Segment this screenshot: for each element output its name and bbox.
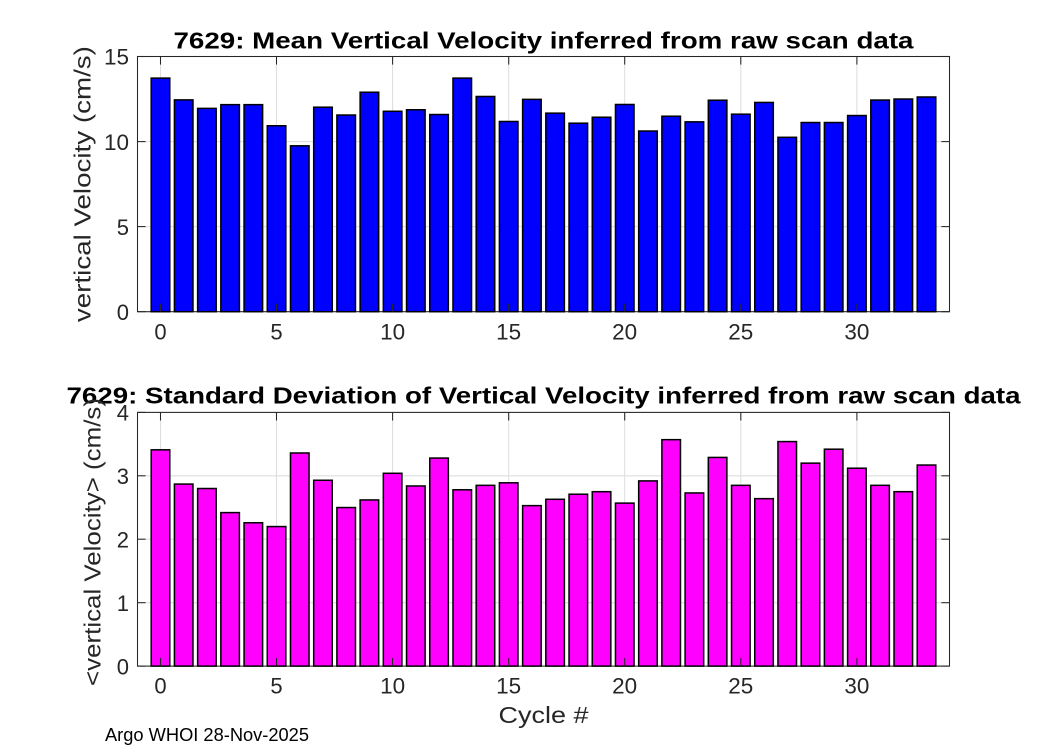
svg-text:0: 0 — [117, 300, 129, 325]
svg-text:Argo WHOI 28-Nov-2025: Argo WHOI 28-Nov-2025 — [105, 725, 309, 745]
svg-text:Cycle #: Cycle # — [499, 702, 589, 728]
svg-text:20: 20 — [612, 674, 637, 699]
svg-text:5: 5 — [270, 320, 282, 345]
svg-text:15: 15 — [496, 674, 521, 699]
svg-text:5: 5 — [270, 674, 282, 699]
svg-text:4: 4 — [117, 401, 129, 426]
svg-text:2: 2 — [117, 528, 129, 553]
svg-text:10: 10 — [380, 674, 405, 699]
svg-text:0: 0 — [154, 320, 166, 345]
svg-text:10: 10 — [104, 130, 129, 155]
svg-text:0: 0 — [117, 654, 129, 679]
svg-text:5: 5 — [117, 215, 129, 240]
svg-text:25: 25 — [728, 320, 753, 345]
svg-text:25: 25 — [728, 674, 753, 699]
svg-text:1: 1 — [117, 591, 129, 616]
svg-text:20: 20 — [612, 320, 637, 345]
svg-text:3: 3 — [117, 464, 129, 489]
svg-text:<vertical Velocity> (cm/s): <vertical Velocity> (cm/s) — [80, 398, 106, 686]
svg-text:0: 0 — [154, 674, 166, 699]
svg-text:15: 15 — [496, 320, 521, 345]
svg-text:7629: Mean Vertical Velocity i: 7629: Mean Vertical Velocity inferred fr… — [174, 27, 915, 53]
svg-text:15: 15 — [104, 45, 129, 70]
svg-text:30: 30 — [844, 674, 869, 699]
svg-text:30: 30 — [844, 320, 869, 345]
svg-text:10: 10 — [380, 320, 405, 345]
svg-text:vertical Velocity (cm/s): vertical Velocity (cm/s) — [70, 46, 96, 322]
svg-text:7629: Standard Deviation of Ve: 7629: Standard Deviation of Vertical Vel… — [67, 383, 1022, 409]
